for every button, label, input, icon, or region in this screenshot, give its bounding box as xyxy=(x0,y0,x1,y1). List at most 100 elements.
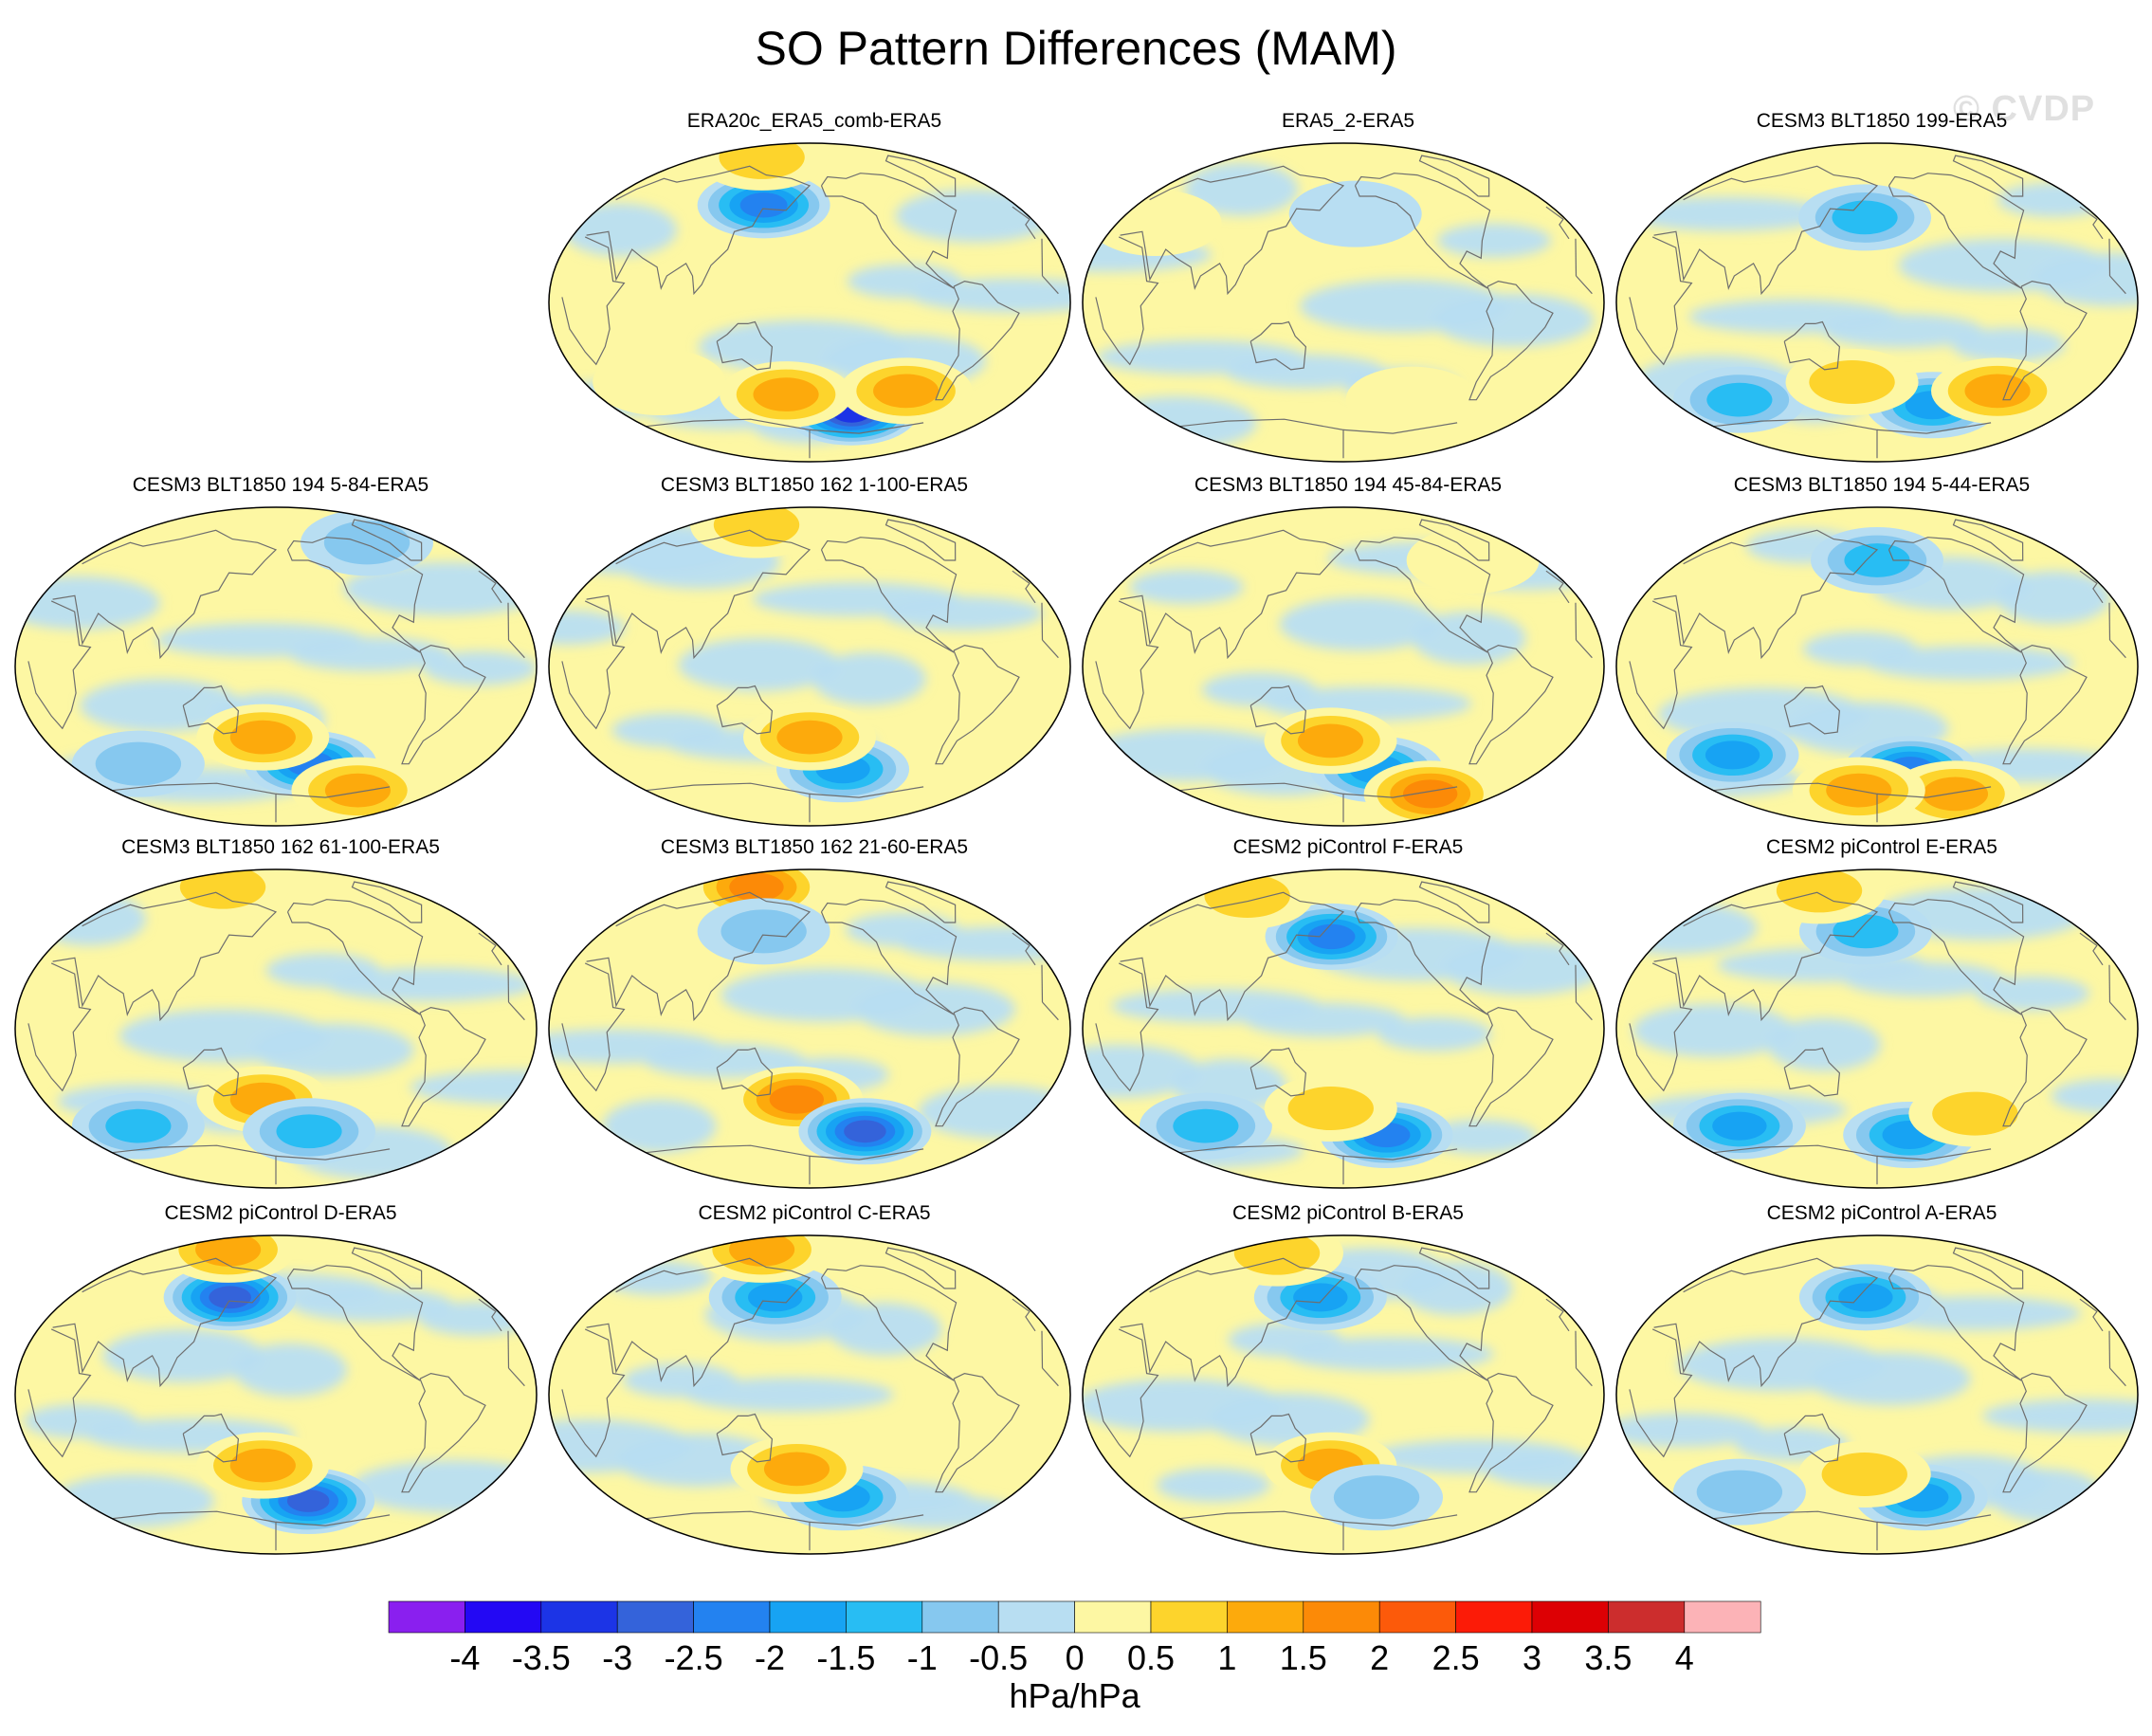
coastline xyxy=(2002,644,2088,765)
anomaly-contour xyxy=(748,1283,803,1312)
coastline xyxy=(1876,786,1992,798)
anomaly-contour xyxy=(323,521,410,565)
coastline xyxy=(508,639,525,659)
weak-anomaly-band xyxy=(1184,162,1299,216)
coastline xyxy=(2079,932,2104,966)
panel-title: CESM3 BLT1850 162 1-100-ERA5 xyxy=(660,474,969,496)
map-panel: CESM2 piControl B-ERA5 xyxy=(1082,1202,1614,1555)
coastline xyxy=(1468,644,1554,765)
coastline xyxy=(52,891,278,1022)
colorbar-tick-label: 3.5 xyxy=(1584,1638,1632,1677)
anomaly-contour xyxy=(1832,200,1898,235)
coastline xyxy=(935,280,1020,401)
colorbar-swatch xyxy=(1608,1600,1686,1634)
coastline xyxy=(1012,1298,1036,1332)
colorbar-swatch xyxy=(1684,1600,1761,1634)
coastline xyxy=(2109,1367,2126,1387)
anomaly-contour xyxy=(195,1235,262,1267)
weak-anomaly-band xyxy=(1228,1323,1342,1358)
coastline xyxy=(1041,238,1044,277)
coastline xyxy=(935,1372,1020,1493)
weak-anomaly-band xyxy=(549,1419,694,1473)
weak-anomaly-band xyxy=(265,953,380,988)
weak-anomaly-band xyxy=(1982,1398,2138,1434)
weak-anomaly-band xyxy=(52,1474,214,1527)
anomaly-contour xyxy=(753,377,819,411)
coastline xyxy=(275,1148,391,1160)
coastline xyxy=(112,782,277,823)
colorbar-swatch xyxy=(769,1600,847,1634)
coastline xyxy=(286,899,424,1015)
coastline xyxy=(1354,899,1491,1015)
colorbar-tick-label: -4 xyxy=(449,1638,480,1677)
coastline xyxy=(1179,1510,1344,1551)
coastline xyxy=(507,964,510,1003)
coastline xyxy=(1576,1367,1593,1387)
colorbar-swatch xyxy=(465,1600,542,1634)
colorbar-swatch xyxy=(1378,1600,1456,1634)
coastline xyxy=(112,1510,277,1551)
coastline xyxy=(586,165,812,296)
coastline xyxy=(1179,418,1344,459)
colorbar-tick-label: -2.5 xyxy=(665,1638,723,1677)
colorbar-swatch xyxy=(693,1600,771,1634)
map-border xyxy=(1082,142,1605,463)
coastline xyxy=(646,782,811,823)
anomaly-contour xyxy=(729,872,784,902)
coastline xyxy=(2108,964,2111,1003)
colorbar-tick-label: -3 xyxy=(602,1638,632,1677)
map-border xyxy=(14,1234,538,1555)
anomaly-contour xyxy=(324,773,391,808)
colorbar-swatch xyxy=(1150,1600,1228,1634)
colorbar-tick-label: 2 xyxy=(1370,1638,1389,1677)
coastline xyxy=(1888,537,2025,653)
weak-anomaly-band xyxy=(1975,976,2089,1011)
weak-anomaly-band xyxy=(1095,395,1257,449)
anomaly-contour xyxy=(1696,1470,1783,1514)
anomaly-contour xyxy=(720,909,807,954)
coastline xyxy=(1653,891,1879,1022)
anomaly-contour xyxy=(179,869,266,909)
weak-anomaly-band xyxy=(102,1328,264,1382)
colorbar-tick-label: 4 xyxy=(1675,1638,1694,1677)
coastline xyxy=(2109,275,2126,295)
anomaly-contour xyxy=(1173,1108,1239,1143)
weak-anomaly-band xyxy=(812,652,926,706)
coastline xyxy=(507,602,510,641)
colorbar-swatch xyxy=(921,1600,999,1634)
coastline xyxy=(1041,1330,1044,1369)
coastline xyxy=(1952,519,2024,561)
coastline xyxy=(1354,537,1491,653)
coastline xyxy=(2079,1298,2104,1332)
map-border xyxy=(548,868,1071,1189)
coastline xyxy=(1042,275,1059,295)
weak-anomaly-band xyxy=(549,610,626,645)
weak-anomaly-band xyxy=(1623,196,1833,231)
map-border xyxy=(1082,1234,1605,1555)
coastline xyxy=(885,881,957,923)
panel-map xyxy=(548,142,1071,463)
coastline xyxy=(52,529,278,660)
weak-anomaly-band xyxy=(549,1029,719,1064)
weak-anomaly-band xyxy=(1201,672,1316,707)
coastline xyxy=(1120,891,1345,1022)
coastline xyxy=(716,1413,774,1463)
coastline xyxy=(809,786,924,798)
panel-title: CESM3 BLT1850 194 5-84-ERA5 xyxy=(132,474,429,496)
colorbar-tick-label: -1.5 xyxy=(816,1638,875,1677)
coastline xyxy=(508,1367,525,1387)
weak-anomaly-band xyxy=(1129,570,1244,604)
anomaly-contour xyxy=(593,349,726,415)
anomaly-contour xyxy=(229,720,296,755)
coastline xyxy=(2002,1006,2088,1127)
coastline xyxy=(885,1247,957,1289)
coastline xyxy=(809,1514,924,1526)
weak-anomaly-band xyxy=(1898,238,2107,292)
coastline xyxy=(1249,685,1307,735)
coastline xyxy=(885,519,957,561)
coastline xyxy=(112,1144,277,1185)
weak-anomaly-band xyxy=(325,967,535,1002)
coastline xyxy=(1888,1265,2025,1381)
weak-anomaly-band xyxy=(31,892,146,946)
coastline xyxy=(1342,1514,1458,1526)
